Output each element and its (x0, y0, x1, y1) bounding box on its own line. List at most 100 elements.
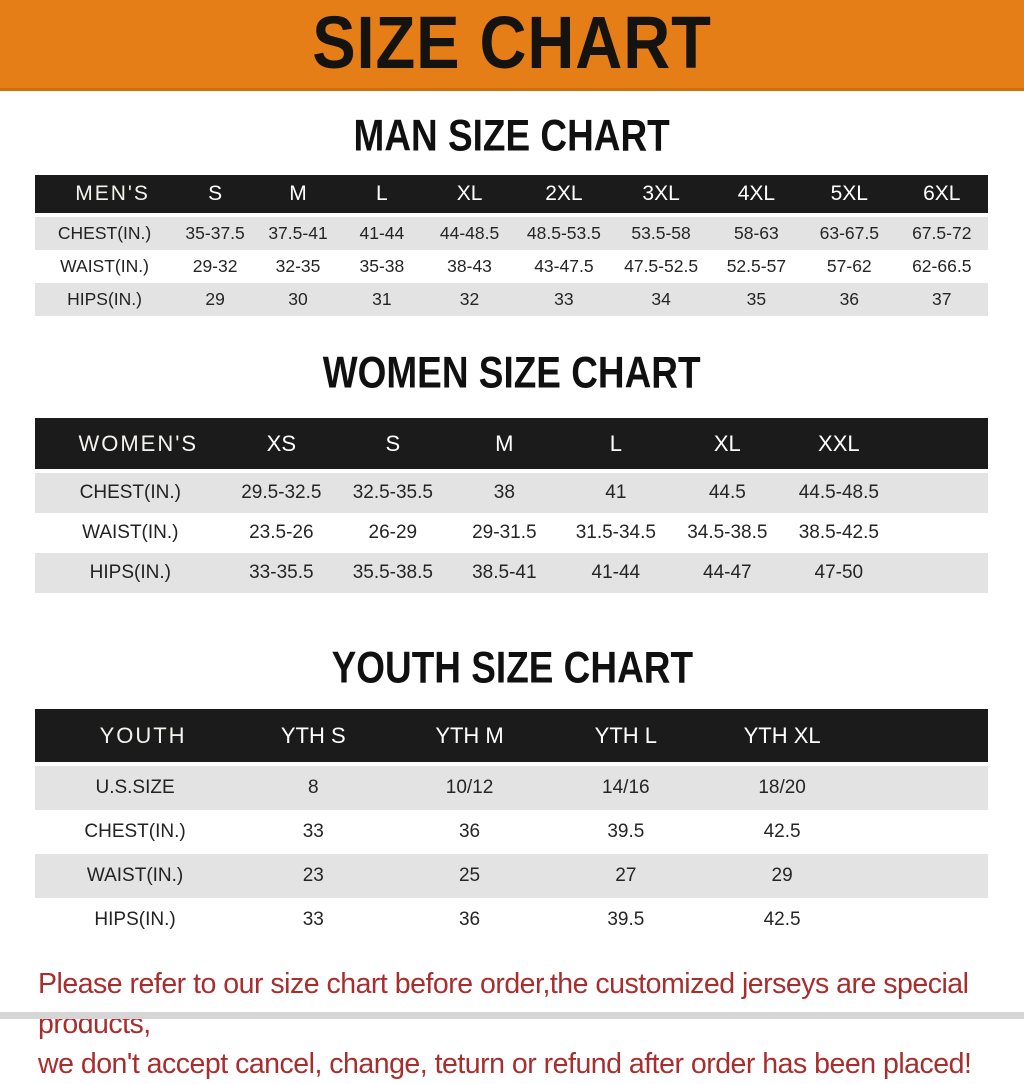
men-col-header: 6XL (923, 182, 961, 205)
size-cell: 42.5 (763, 821, 801, 842)
row-label: HIPS(IN.) (67, 289, 142, 309)
size-chart-title: SIZE CHART (312, 1, 712, 84)
row-label: WAIST(IN.) (82, 522, 179, 543)
size-cell: 38.5-41 (472, 562, 537, 583)
women-waist-row: WAIST(IN.) 23.5-26 26-29 29-31.5 31.5-34… (35, 513, 988, 553)
women-col-header: XL (713, 430, 741, 456)
size-cell: 47.5-52.5 (624, 256, 699, 276)
cell-spacer (895, 513, 988, 553)
row-label: CHEST(IN.) (84, 821, 186, 842)
size-cell: 41 (605, 482, 627, 503)
size-cell: 34.5-38.5 (687, 522, 768, 543)
size-cell: 32.5-35.5 (352, 482, 433, 503)
size-cell: 58-63 (734, 223, 779, 243)
size-cell: 29 (205, 289, 225, 309)
row-label: WAIST(IN.) (60, 256, 149, 276)
size-cell: 67.5-72 (912, 223, 972, 243)
size-cell: 36 (839, 289, 860, 309)
size-cell: 31 (372, 289, 392, 309)
size-cell: 23.5-26 (249, 522, 314, 543)
men-table-header-row: MEN'S S M L XL 2XL 3XL 4XL 5XL 6XL (35, 175, 988, 215)
size-cell: 26-29 (368, 522, 418, 543)
cell-spacer (860, 854, 988, 898)
men-chest-row: CHEST(IN.) 35-37.5 37.5-41 41-44 44-48.5… (35, 215, 988, 250)
size-cell: 42.5 (763, 909, 801, 930)
men-size-table: MEN'S S M L XL 2XL 3XL 4XL 5XL 6XL CHEST… (35, 175, 988, 316)
row-label: CHEST(IN.) (57, 223, 152, 243)
size-cell: 63-67.5 (819, 223, 879, 243)
size-cell: 29-31.5 (472, 522, 537, 543)
size-cell: 25 (458, 865, 481, 886)
size-cell: 14/16 (602, 777, 650, 798)
size-cell: 29.5-32.5 (241, 482, 322, 503)
size-cell: 33 (302, 909, 324, 930)
size-cell: 32 (459, 289, 480, 309)
women-col-header: XS (266, 430, 297, 456)
man-size-chart-heading-text: MAN SIZE CHART (353, 110, 671, 161)
size-cell: 33-35.5 (249, 562, 314, 583)
women-size-table: WOMEN'S XS S M L XL XXL CHEST(IN.) 29.5-… (35, 418, 988, 593)
bottom-border-strip (0, 1012, 1024, 1019)
men-col-header: 3XL (642, 182, 680, 205)
women-col-header: S (385, 430, 401, 456)
youth-size-chart-heading: YOUTH SIZE CHART (0, 642, 1024, 693)
youth-size-chart-heading-text: YOUTH SIZE CHART (331, 642, 693, 693)
men-col-header: 5XL (830, 182, 868, 205)
men-table-group-label: MEN'S (75, 182, 150, 205)
size-cell: 44-48.5 (439, 223, 500, 243)
size-cell: 44-47 (703, 562, 752, 583)
disclaimer-line-1: Please refer to our size chart before or… (38, 968, 969, 1040)
size-cell: 18/20 (758, 777, 806, 798)
women-table-header-row: WOMEN'S XS S M L XL XXL (35, 418, 988, 471)
men-col-header: XL (456, 182, 483, 205)
size-cell: 35 (746, 289, 767, 309)
youth-ussize-row: U.S.SIZE 8 10/12 14/16 18/20 (35, 764, 988, 810)
size-cell: 41-44 (591, 562, 641, 583)
size-cell: 35-38 (359, 256, 405, 276)
youth-table-group-label: YOUTH (99, 722, 187, 748)
disclaimer-line-2: we don't accept cancel, change, teturn o… (38, 1048, 972, 1080)
women-table-group-label: WOMEN'S (78, 430, 199, 456)
size-cell: 33 (302, 821, 324, 842)
men-waist-row: WAIST(IN.) 29-32 32-35 35-38 38-43 43-47… (35, 250, 988, 283)
women-size-chart-heading-text: WOMEN SIZE CHART (323, 347, 701, 398)
size-cell: 48.5-53.5 (526, 223, 601, 243)
youth-col-header: YTH XL (743, 722, 821, 748)
cell-spacer (895, 553, 988, 593)
size-cell: 34 (651, 289, 671, 309)
size-cell: 31.5-34.5 (575, 522, 656, 543)
youth-col-header: YTH M (435, 722, 504, 748)
size-cell: 47-50 (814, 562, 864, 583)
youth-hips-row: HIPS(IN.) 33 36 39.5 42.5 (35, 898, 988, 942)
row-label: CHEST(IN.) (79, 482, 181, 503)
row-label: HIPS(IN.) (89, 562, 171, 583)
size-cell: 8 (307, 777, 319, 798)
size-cell: 52.5-57 (726, 256, 787, 276)
youth-chest-row: CHEST(IN.) 33 36 39.5 42.5 (35, 810, 988, 854)
men-hips-row: HIPS(IN.) 29 30 31 32 33 34 35 36 37 (35, 283, 988, 316)
size-cell: 39.5 (607, 821, 645, 842)
size-cell: 29 (771, 865, 793, 886)
size-cell: 33 (554, 289, 574, 309)
cell-spacer (860, 810, 988, 854)
men-col-header: L (376, 182, 388, 205)
size-cell: 44.5 (708, 482, 746, 503)
size-cell: 29-32 (192, 256, 238, 276)
women-col-header: L (609, 430, 622, 456)
size-cell: 35.5-38.5 (352, 562, 433, 583)
header-spacer (895, 418, 988, 471)
size-cell: 44.5-48.5 (798, 482, 879, 503)
youth-waist-row: WAIST(IN.) 23 25 27 29 (35, 854, 988, 898)
header-spacer (860, 709, 988, 764)
size-cell: 10/12 (445, 777, 494, 798)
cell-spacer (895, 471, 988, 513)
women-col-header: M (495, 430, 514, 456)
size-cell: 43-47.5 (534, 256, 594, 276)
women-col-header: XXL (818, 430, 860, 456)
size-cell: 38.5-42.5 (798, 522, 879, 543)
size-cell: 30 (288, 289, 308, 309)
size-cell: 57-62 (826, 256, 872, 276)
size-cell: 53.5-58 (631, 223, 691, 243)
youth-table-header-row: YOUTH YTH S YTH M YTH L YTH XL (35, 709, 988, 764)
row-label: U.S.SIZE (95, 777, 175, 798)
